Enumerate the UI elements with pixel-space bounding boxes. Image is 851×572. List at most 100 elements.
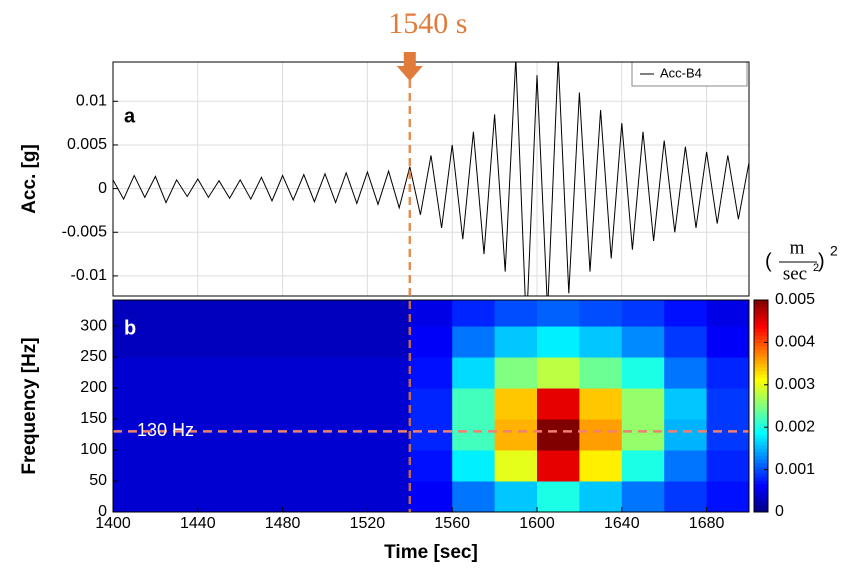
colorbar-segment — [754, 367, 768, 372]
colorbar-segment — [754, 324, 768, 329]
colorbar-segment — [754, 490, 768, 495]
heat-cell — [113, 326, 156, 358]
panel-label: b — [124, 317, 136, 339]
heat-cell — [197, 326, 241, 358]
axes-frame — [112, 299, 750, 513]
heat-cell — [325, 481, 368, 512]
heat-cell — [537, 450, 580, 482]
heat-cell — [579, 326, 623, 358]
y-axis-title: Acc. [g] — [19, 144, 40, 214]
heat-cell — [452, 300, 496, 327]
axes-frame — [112, 61, 750, 297]
heat-cell — [155, 300, 199, 327]
heat-cell — [240, 357, 284, 389]
colorbar-segment — [754, 480, 768, 485]
y-tick-label: 150 — [80, 410, 107, 427]
heat-cell — [367, 357, 411, 389]
heat-cell — [282, 357, 326, 389]
x-tick-label: 1480 — [265, 515, 301, 532]
heat-cell — [325, 419, 368, 451]
y-tick-label: -0.005 — [62, 223, 107, 240]
heat-cell — [155, 357, 199, 389]
heat-cell — [579, 300, 623, 327]
colorbar-segment — [754, 406, 768, 411]
y-tick-label: 200 — [80, 379, 107, 396]
colorbar-segment — [754, 377, 768, 382]
colorbar-segment — [754, 363, 768, 368]
heat-cell — [494, 419, 538, 451]
colorbar-segment — [754, 508, 768, 513]
heat-cell — [325, 388, 368, 420]
heat-cell — [579, 450, 623, 482]
heat-cell — [537, 300, 580, 327]
y-tick-label: 0 — [98, 180, 107, 197]
heat-cell — [240, 388, 284, 420]
heat-cell — [282, 450, 326, 482]
heat-cell — [579, 481, 623, 512]
heat-cell — [494, 481, 538, 512]
heat-cell — [282, 388, 326, 420]
plot-area — [113, 300, 749, 512]
heat-cell — [325, 450, 368, 482]
x-axis-title: Time [sec] — [384, 542, 478, 563]
y-tick-label: -0.01 — [71, 267, 108, 284]
heat-cell — [706, 300, 749, 327]
x-tick-label: 1400 — [95, 515, 131, 532]
legend-label: Acc-B4 — [660, 65, 702, 80]
heat-cell — [325, 357, 368, 389]
x-tick-label: 1560 — [434, 515, 470, 532]
heat-cell — [706, 326, 749, 358]
heat-cell — [706, 450, 749, 482]
colorbar-segment — [754, 388, 768, 393]
colorbar-segment — [754, 504, 768, 509]
y-tick-label: 50 — [89, 472, 107, 489]
marker-label: 1540 s — [388, 7, 467, 40]
heat-cell — [494, 450, 538, 482]
heat-cell — [664, 481, 708, 512]
colorbar-segment — [754, 444, 768, 449]
heat-cell — [452, 481, 496, 512]
heat-cell — [621, 300, 665, 327]
heat-cell — [367, 388, 411, 420]
heat-cell — [113, 419, 156, 451]
colorbar-segment — [754, 342, 768, 347]
heat-cell — [197, 388, 241, 420]
heat-cell — [621, 388, 665, 420]
heat-cell — [537, 419, 580, 451]
x-tick-label: 1440 — [180, 515, 216, 532]
heat-cell — [240, 326, 284, 358]
unit-paren: ) — [818, 250, 825, 272]
heat-cell — [155, 450, 199, 482]
heat-cell — [409, 357, 453, 389]
y-axis-title: Frequency [Hz] — [19, 337, 40, 474]
heat-cell — [537, 388, 580, 420]
colorbar-segment — [754, 430, 768, 435]
colorbar-segment — [754, 451, 768, 456]
heat-cell — [409, 481, 453, 512]
heat-cell — [621, 357, 665, 389]
heat-cell — [409, 300, 453, 327]
heat-cell — [282, 326, 326, 358]
colorbar-segment — [754, 448, 768, 453]
colorbar-segment — [754, 360, 768, 365]
heat-cell — [664, 357, 708, 389]
y-tick-label: 0.005 — [67, 136, 107, 153]
heat-cell — [197, 300, 241, 327]
colorbar-tick-label: 0.001 — [775, 461, 815, 478]
heat-cell — [494, 357, 538, 389]
heat-cell — [664, 300, 708, 327]
heat-cell — [664, 388, 708, 420]
unit-denominator: sec — [783, 263, 807, 284]
colorbar-segment — [754, 349, 768, 354]
y-tick-label: 100 — [80, 441, 107, 458]
colorbar-segment — [754, 374, 768, 379]
colorbar-segment — [754, 427, 768, 432]
heat-cell — [197, 450, 241, 482]
heat-cell — [664, 450, 708, 482]
colorbar-segment — [754, 402, 768, 407]
colorbar-segment — [754, 391, 768, 396]
colorbar-segment — [754, 441, 768, 446]
colorbar-segment — [754, 462, 768, 467]
colorbar-segment — [754, 398, 768, 403]
